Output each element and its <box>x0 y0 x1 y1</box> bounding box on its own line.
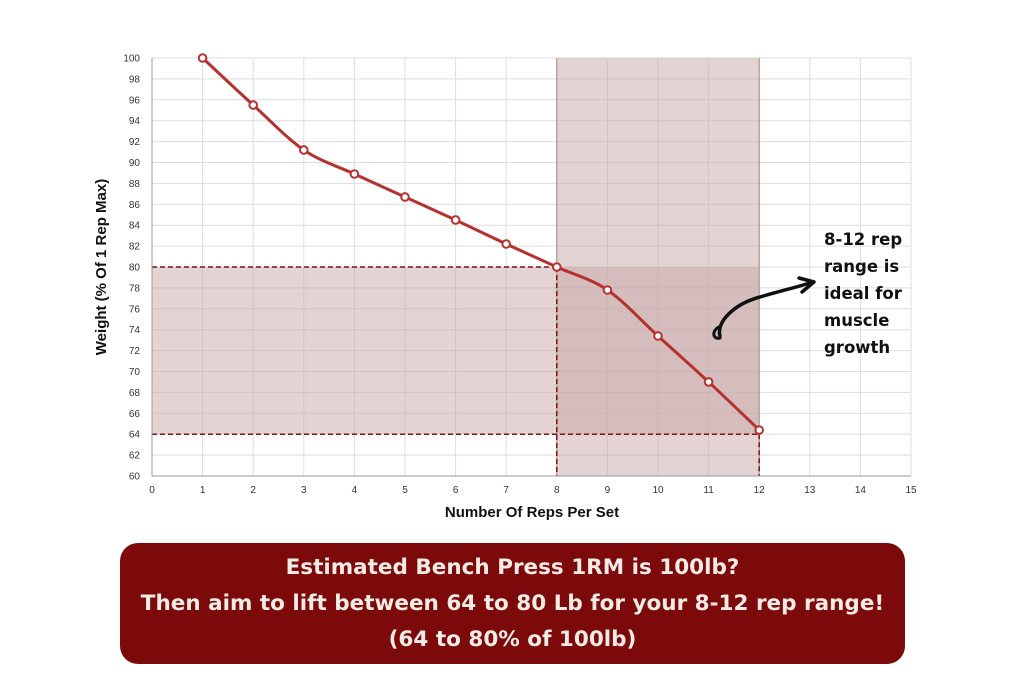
data-point <box>602 285 613 295</box>
x-tick-label: 7 <box>503 485 509 496</box>
y-tick-label: 76 <box>129 304 141 315</box>
y-tick-label: 78 <box>129 283 141 294</box>
x-tick-label: 2 <box>250 485 256 496</box>
y-tick-label: 96 <box>129 95 141 106</box>
banner-line: (64 to 80% of 100lb) <box>388 626 637 652</box>
data-point <box>248 100 258 110</box>
annotation-line: range is <box>824 257 900 276</box>
x-tick-label: 10 <box>652 485 664 496</box>
data-point <box>653 331 663 341</box>
x-tick-label: 13 <box>804 485 816 496</box>
y-tick-label: 84 <box>129 221 141 232</box>
data-point <box>450 215 461 225</box>
data-point <box>400 192 410 202</box>
x-tick-label: 5 <box>402 485 408 496</box>
summary-banner: Estimated Bench Press 1RM is 100lb? Then… <box>120 543 905 664</box>
y-axis-label: Weight (% Of 1 Rep Max) <box>93 179 110 355</box>
rep-max-chart: 0 1 2 3 4 5 6 7 8 9 10 11 12 13 14 15 60626466687072747… <box>93 53 917 521</box>
y-tick-label: 82 <box>129 242 141 253</box>
x-tick-label: 12 <box>754 485 766 496</box>
annotation-text: 8-12 rep range is ideal for muscle growt… <box>824 226 924 361</box>
x-tick-label: 11 <box>703 485 714 496</box>
annotation-line: growth <box>824 338 891 357</box>
y-tick-label: 98 <box>129 74 141 85</box>
x-tick-label: 0 <box>149 485 155 496</box>
x-tick-labels: 0 1 2 3 4 5 6 7 8 9 10 11 12 13 14 15 <box>149 485 917 496</box>
y-tick-label: 92 <box>129 137 141 148</box>
banner-line: Estimated Bench Press 1RM is 100lb? <box>285 554 740 580</box>
y-tick-label: 74 <box>129 325 141 336</box>
y-tick-label: 100 <box>123 54 140 65</box>
series-line <box>201 56 761 432</box>
data-point <box>349 169 360 179</box>
y-tick-label: 86 <box>129 200 141 211</box>
y-tick-label: 72 <box>129 346 141 357</box>
data-point <box>754 425 765 435</box>
y-tick-label: 90 <box>129 158 141 169</box>
banner-line: Then aim to lift between 64 to 80 Lb for… <box>140 590 885 616</box>
x-tick-label: 1 <box>200 485 206 496</box>
annotation-line: muscle <box>824 311 890 330</box>
y-tick-label: 64 <box>129 430 141 441</box>
data-point <box>552 262 562 272</box>
annotation-line: ideal for <box>824 284 902 303</box>
weight-range-band <box>152 267 760 435</box>
y-tick-label: 66 <box>129 409 141 420</box>
y-tick-label: 88 <box>129 179 141 190</box>
data-series <box>197 53 765 435</box>
x-tick-label: 14 <box>855 485 867 496</box>
data-point <box>299 145 309 155</box>
x-tick-label: 9 <box>605 485 611 496</box>
y-tick-label: 94 <box>129 116 141 127</box>
guide-lines <box>152 266 760 476</box>
y-tick-label: 70 <box>129 367 141 378</box>
y-tick-labels: 60 62 64 66 68 70 72 74 76 78 80 82 84 86 88 90 92 94 96 98… <box>123 54 140 483</box>
highlight-regions <box>152 58 760 476</box>
annotation-arrow <box>712 276 816 340</box>
data-point <box>501 239 512 249</box>
axes <box>151 58 911 477</box>
y-tick-label: 80 <box>129 263 141 274</box>
x-tick-label: 6 <box>453 485 459 496</box>
x-tick-label: 4 <box>352 485 358 496</box>
x-tick-label: 3 <box>301 485 307 496</box>
data-point <box>197 53 208 63</box>
y-tick-label: 68 <box>129 388 141 399</box>
x-tick-label: 8 <box>554 485 560 496</box>
data-point <box>703 377 714 387</box>
x-axis-label: Number Of Reps Per Set <box>445 504 619 521</box>
annotation-line: 8-12 rep <box>824 230 903 249</box>
y-tick-label: 60 <box>129 472 141 483</box>
x-tick-label: 15 <box>905 485 917 496</box>
y-tick-label: 62 <box>129 451 141 462</box>
